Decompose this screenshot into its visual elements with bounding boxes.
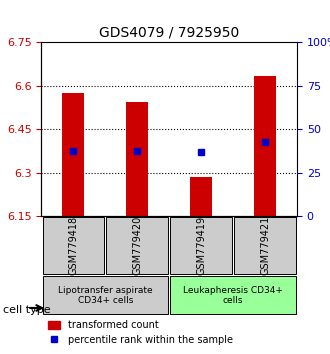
Text: GSM779419: GSM779419 [196, 216, 206, 275]
Text: Leukapheresis CD34+
cells: Leukapheresis CD34+ cells [183, 286, 283, 305]
Text: Lipotransfer aspirate
CD34+ cells: Lipotransfer aspirate CD34+ cells [58, 286, 152, 305]
Text: GSM779421: GSM779421 [260, 216, 270, 275]
FancyBboxPatch shape [170, 217, 232, 274]
Text: cell type: cell type [3, 305, 51, 315]
FancyBboxPatch shape [107, 217, 168, 274]
Text: GSM779420: GSM779420 [132, 216, 142, 275]
Title: GDS4079 / 7925950: GDS4079 / 7925950 [99, 26, 239, 40]
Text: GSM779418: GSM779418 [68, 216, 78, 275]
FancyBboxPatch shape [43, 217, 104, 274]
FancyBboxPatch shape [234, 217, 296, 274]
Bar [190, 177, 212, 216]
Bar [254, 76, 276, 216]
Legend: transformed count, percentile rank within the sample: transformed count, percentile rank withi… [45, 316, 237, 349]
FancyBboxPatch shape [43, 276, 168, 314]
Bar [126, 102, 148, 216]
Bar [62, 93, 84, 216]
FancyBboxPatch shape [170, 276, 296, 314]
